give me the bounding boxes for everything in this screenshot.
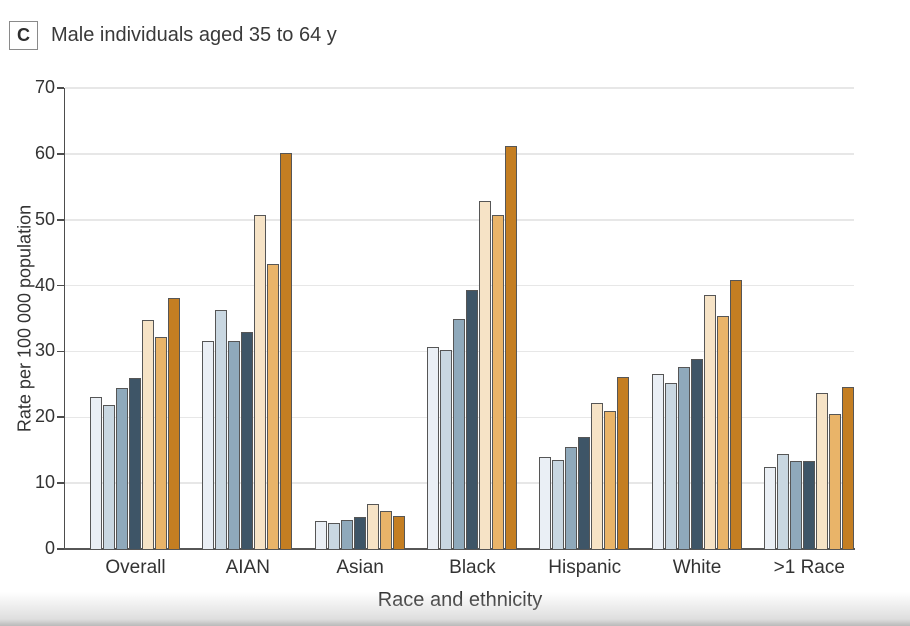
bar [841, 387, 854, 549]
y-tick-label-30: 30 [34, 340, 55, 361]
panel-title: Male individuals aged 35 to 64 y [51, 24, 337, 46]
bar-group--1-race [763, 88, 855, 549]
y-axis-line [63, 88, 66, 549]
bar [828, 414, 841, 549]
bar [578, 437, 591, 549]
bar [103, 405, 115, 549]
x-axis-title: Race and ethnicity [377, 589, 543, 611]
y-tick-mark-40 [57, 284, 64, 287]
bar [565, 447, 578, 549]
bar [690, 359, 703, 549]
gridline-60 [65, 153, 854, 155]
y-tick-mark-50 [57, 218, 64, 221]
bar [604, 411, 617, 549]
bar [664, 383, 677, 549]
bar-group-asian [314, 88, 406, 549]
bar [802, 461, 815, 549]
bar [155, 337, 167, 549]
panel-header: C Male individuals aged 35 to 64 y [9, 21, 337, 50]
y-tick-mark-10 [57, 482, 64, 485]
y-tick-mark-0 [57, 548, 64, 550]
y-tick-label-10: 10 [34, 472, 55, 493]
bar [142, 320, 154, 549]
y-tick-label-70: 70 [34, 77, 55, 97]
bar-group-white [651, 88, 743, 549]
bar [327, 523, 340, 549]
bar [129, 378, 141, 549]
x-tick-label-overall: Overall [105, 557, 166, 578]
y-tick-mark-30 [57, 350, 64, 353]
bar [241, 332, 254, 549]
bar [280, 153, 293, 549]
bar [228, 341, 241, 549]
bar [716, 316, 729, 549]
x-tick-label-white: White [672, 557, 722, 578]
bar [116, 388, 128, 549]
bar [379, 511, 392, 549]
bar-group-overall [90, 88, 181, 549]
bar [703, 295, 716, 549]
bar [617, 377, 630, 549]
bar [426, 347, 439, 549]
bar [591, 403, 604, 549]
bar [677, 367, 690, 549]
bar-group-black [426, 88, 518, 549]
bar [491, 215, 504, 549]
bar [789, 461, 802, 549]
bar [353, 517, 366, 549]
y-tick-mark-20 [57, 416, 64, 419]
bar [90, 397, 102, 549]
bar [552, 460, 565, 549]
y-tick-label-40: 40 [34, 274, 55, 295]
bar [729, 280, 742, 549]
bar [439, 350, 452, 549]
y-tick-label-50: 50 [34, 208, 55, 229]
plot-area [65, 87, 855, 549]
bar-group-hispanic [539, 88, 630, 549]
x-tick-label-black: Black [449, 557, 496, 578]
bar [539, 457, 552, 549]
bar [763, 467, 776, 549]
bar [314, 521, 327, 549]
y-tick-mark-60 [57, 153, 64, 155]
bar [504, 146, 517, 549]
bar [651, 374, 664, 549]
y-axis-title: Rate per 100 000 population [14, 204, 35, 433]
bar [815, 393, 828, 549]
x-tick-label-aian: AIAN [225, 557, 270, 578]
gridline-40 [65, 284, 854, 287]
bar [340, 520, 353, 549]
bar [465, 290, 478, 549]
x-tick-label--1-race: >1 Race [773, 557, 845, 578]
y-tick-label-60: 60 [34, 142, 55, 163]
bar [168, 298, 180, 549]
bar [776, 454, 789, 549]
bar [215, 310, 228, 549]
panel-label-badge: C [9, 21, 38, 50]
x-tick-label-asian: Asian [336, 557, 384, 578]
bar [478, 201, 491, 549]
y-tick-label-0: 0 [44, 538, 55, 558]
bar [392, 516, 405, 549]
bar [366, 504, 379, 549]
bar [202, 341, 215, 549]
bar-group-aian [202, 88, 293, 549]
gridline-70 [65, 87, 854, 89]
y-tick-label-20: 20 [34, 406, 55, 427]
x-tick-label-hispanic: Hispanic [548, 557, 622, 578]
gridline-50 [65, 219, 854, 221]
bar [254, 215, 267, 549]
bar [267, 264, 280, 549]
y-tick-mark-70 [57, 87, 64, 89]
bar [452, 319, 465, 549]
